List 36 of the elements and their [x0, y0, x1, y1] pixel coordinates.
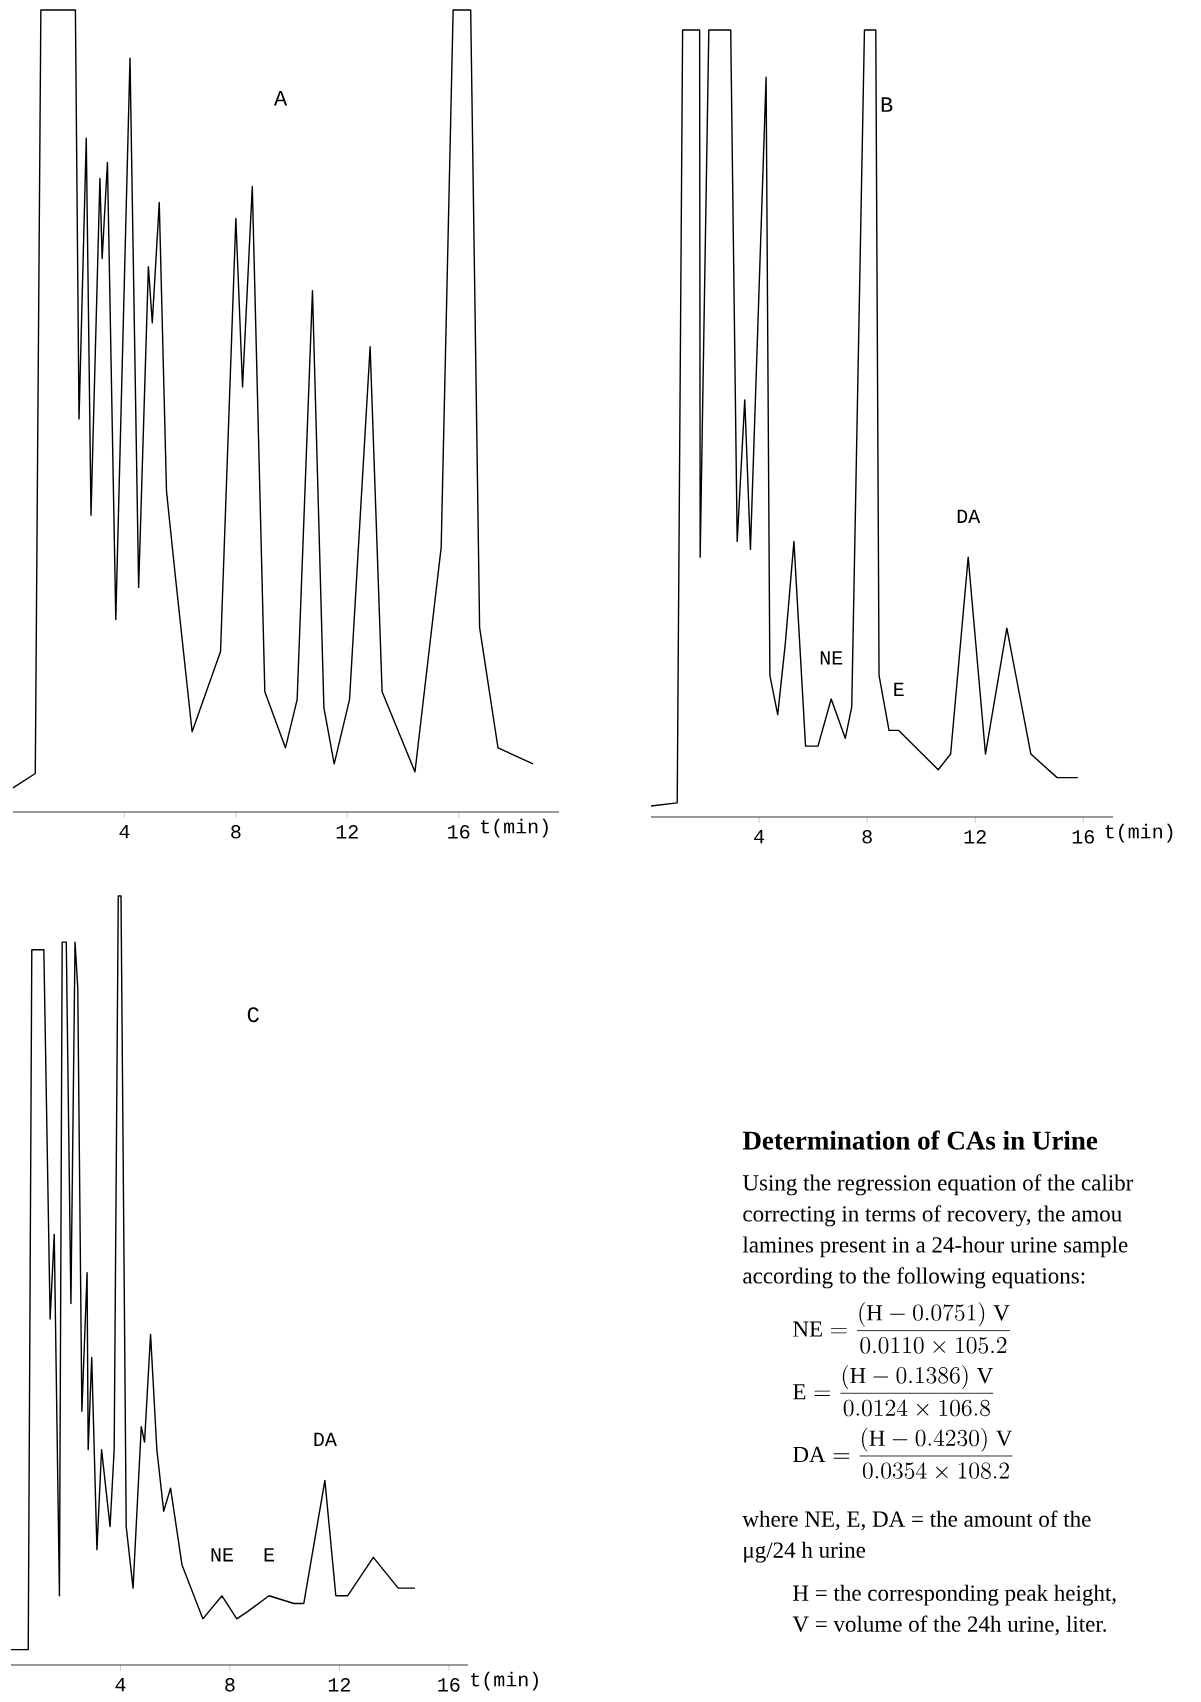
annotation: NE — [820, 651, 843, 665]
text: μg/24 h urine — [744, 1541, 866, 1563]
x-tick-label: 4 — [115, 1678, 126, 1692]
text: C — [247, 1007, 259, 1023]
x-axis-title: t(min) — [1105, 823, 1173, 843]
x-tick-label: 16 — [438, 1678, 460, 1692]
text: Using the regression equation of the calibr — [742, 1174, 1134, 1196]
x-axis-title: t(min) — [471, 1671, 538, 1691]
text: B — [881, 97, 893, 112]
text: V = volume of the 24h urine, liter. — [792, 1615, 1107, 1636]
text: Determination of CAs in Urine — [742, 1130, 1098, 1150]
text: A — [273, 90, 288, 106]
x-tick-label: 8 — [862, 830, 872, 844]
x-tick-label: 12 — [336, 825, 358, 839]
text: correcting in terms of recovery, the amou — [743, 1205, 1122, 1227]
x-tick-label: 8 — [225, 1678, 235, 1692]
annotation: DA — [314, 1432, 337, 1447]
text: $\mathrm{NE}=\frac{(\mathrm{H}-0.0751)\;\mathrm{V}}{0.0110\times 105.2}$ — [793, 1302, 1010, 1354]
x-tick-label: 16 — [448, 825, 470, 839]
x-tick-label: 4 — [119, 825, 130, 839]
text: lamines present in a 24-hour urine sample — [742, 1236, 1128, 1258]
text: according to the following equations: — [743, 1267, 1085, 1289]
annotation: DA — [957, 509, 981, 523]
x-tick-label: 16 — [1072, 830, 1094, 844]
annotation: NE — [211, 1548, 233, 1562]
text: $\mathrm{DA}=\frac{(\mathrm{H}-0.4230)\;\mathrm{V}}{0.0354\times 108.2}$ — [793, 1427, 1013, 1479]
text: $\mathrm{E}=\frac{(\mathrm{H}-0.1386)\;\mathrm{V}}{0.0124\times 106.8}$ — [793, 1365, 994, 1417]
x-tick-label: 4 — [754, 830, 765, 844]
x-tick-label: 8 — [231, 825, 241, 839]
x-tick-label: 12 — [328, 1678, 350, 1692]
x-tick-label: 12 — [964, 830, 986, 844]
text: where NE, E, DA = the amount of the — [742, 1510, 1091, 1531]
x-axis-title: t(min) — [480, 818, 548, 838]
text: H = the corresponding peak height, — [793, 1584, 1116, 1606]
annotation: E — [894, 682, 904, 697]
annotation: E — [264, 1548, 275, 1562]
